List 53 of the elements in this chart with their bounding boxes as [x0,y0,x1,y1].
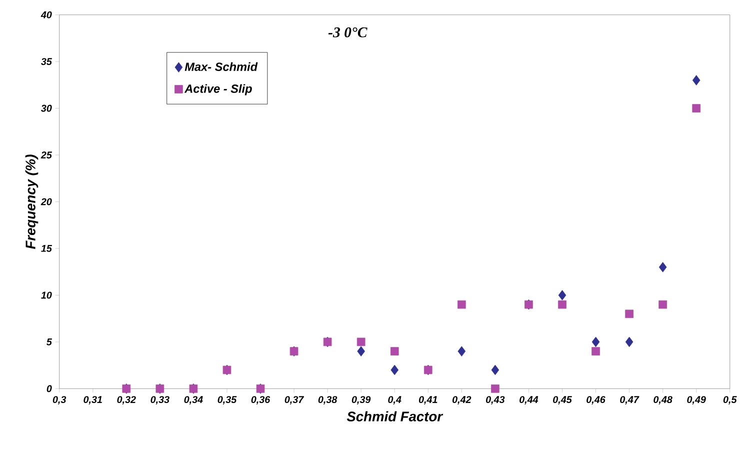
y-tick-label: 10 [41,292,52,299]
point [658,300,667,309]
y-tick-label: 15 [41,245,52,252]
x-tick-label: 0,35 [218,396,237,405]
x-tick-label: 0,33 [150,396,170,405]
x-tick-label: 0,44 [520,396,538,405]
x-tick-label: 0,38 [318,396,338,405]
point [357,346,365,356]
y-tick-label: 20 [40,198,52,206]
point [390,364,399,376]
point [390,347,399,356]
x-tick-label: 0,43 [486,396,505,405]
x-tick-label: 0,4 [388,396,402,405]
point [558,290,566,300]
y-tick-label: 30 [41,104,52,112]
x-tick-label: 0,39 [352,396,371,405]
point [356,338,366,346]
x-tick-label: 0,41 [418,396,438,405]
y-tick-label: 25 [40,152,52,159]
x-tick-label: 0,47 [620,396,640,405]
point [625,310,634,318]
x-tick-label: 0,36 [251,396,270,405]
text: -3 0°C [328,27,368,38]
point [592,336,600,348]
point [491,364,500,376]
point [491,384,500,393]
y-axis-title: Frequency (%) [25,154,38,250]
point [692,75,700,86]
legend-label: Active - Slip [184,84,252,96]
y-tick-label: 5 [46,338,52,346]
x-tick-label: 0,32 [117,396,136,405]
x-tick-label: 0,3 [52,396,66,405]
x-tick-label: 0,49 [687,396,706,405]
x-tick-label: 0,37 [284,396,304,405]
x-tick-label: 0,5 [723,396,737,405]
point [592,347,600,356]
point [458,300,466,309]
point [458,346,466,356]
y-tick-label: 40 [40,11,52,18]
point [692,104,701,112]
x-axis-title: Schmid Factor [346,411,444,422]
x-tick-label: 0,46 [586,396,606,405]
x-tick-label: 0,31 [84,396,102,405]
point [558,300,566,309]
y-tick-label: 35 [41,58,52,66]
legend-label: Max- Schmid [184,62,258,71]
x-tick-label: 0,45 [553,396,572,405]
point [658,262,667,272]
point [625,336,634,348]
x-tick-label: 0,48 [654,396,672,405]
y-tick-label: 0 [46,385,52,392]
x-tick-label: 0,42 [452,396,472,405]
x-tick-label: 0,34 [184,396,203,405]
